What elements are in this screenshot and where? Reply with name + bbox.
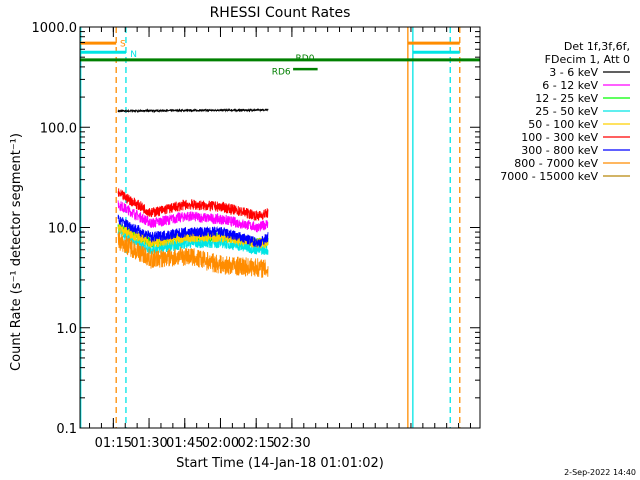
plot-frame: [79, 26, 481, 429]
legend-header: FDecim 1, Att 0: [545, 53, 630, 66]
x-tick-label: 02:00: [202, 436, 239, 451]
x-tick-label: 02:30: [273, 436, 310, 451]
flag-label-n: N: [130, 50, 137, 60]
y-axis-label: Count Rate (s⁻¹ detector segment⁻¹): [9, 133, 24, 371]
x-tick-label: 01:15: [95, 436, 132, 451]
legend-header: Det 1f,3f,6f,: [564, 40, 630, 53]
legend-label: 6 - 12 keV: [542, 79, 598, 92]
series-trace-6-12-kev: [117, 200, 269, 233]
x-tick-label: 01:30: [130, 436, 167, 451]
y-tick-label: 100.0: [40, 121, 77, 136]
legend-label: 3 - 6 keV: [549, 66, 598, 79]
flag-label-s: S: [120, 40, 126, 50]
legend-label: 100 - 300 keV: [521, 131, 598, 144]
x-tick-label: 02:15: [237, 436, 274, 451]
legend-label: 7000 - 15000 keV: [500, 170, 598, 183]
legend-label: 25 - 50 keV: [535, 105, 598, 118]
legend-label: 800 - 7000 keV: [514, 157, 598, 170]
chart-title: RHESSI Count Rates: [210, 5, 351, 21]
y-tick-label: 10.0: [48, 222, 77, 237]
legend-label: 50 - 100 keV: [528, 118, 598, 131]
flag-label-rd0: RD0: [296, 54, 315, 64]
series-trace-3-6-kev: [117, 107, 269, 114]
series-trace-100-300-kev: [117, 188, 269, 221]
x-axis-label: Start Time (14-Jan-18 01:01:02): [176, 456, 384, 471]
flag-label-rd6: RD6: [272, 67, 291, 77]
series-trace-800-7000-kev: [117, 232, 269, 278]
x-tick-label: 01:45: [166, 436, 203, 451]
legend-label: 300 - 800 keV: [521, 144, 598, 157]
y-tick-label: 1000.0: [32, 21, 78, 36]
legend-label: 12 - 25 keV: [535, 92, 598, 105]
y-tick-label: 1.0: [56, 322, 77, 337]
series-trace-300-800-kev: [117, 214, 269, 248]
y-tick-label: 0.1: [56, 422, 77, 437]
footer-date: 2-Sep-2022 14:40: [564, 468, 636, 477]
